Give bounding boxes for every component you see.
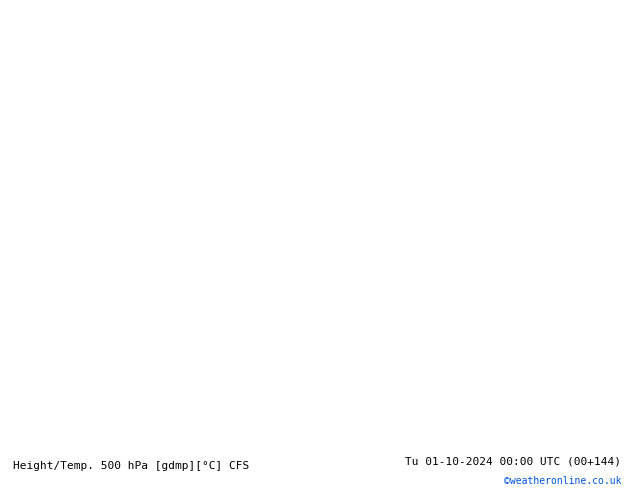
Text: Tu 01-10-2024 00:00 UTC (00+144): Tu 01-10-2024 00:00 UTC (00+144) bbox=[405, 457, 621, 467]
Text: ©weatheronline.co.uk: ©weatheronline.co.uk bbox=[504, 476, 621, 486]
Text: Height/Temp. 500 hPa [gdmp][°C] CFS: Height/Temp. 500 hPa [gdmp][°C] CFS bbox=[13, 462, 249, 471]
